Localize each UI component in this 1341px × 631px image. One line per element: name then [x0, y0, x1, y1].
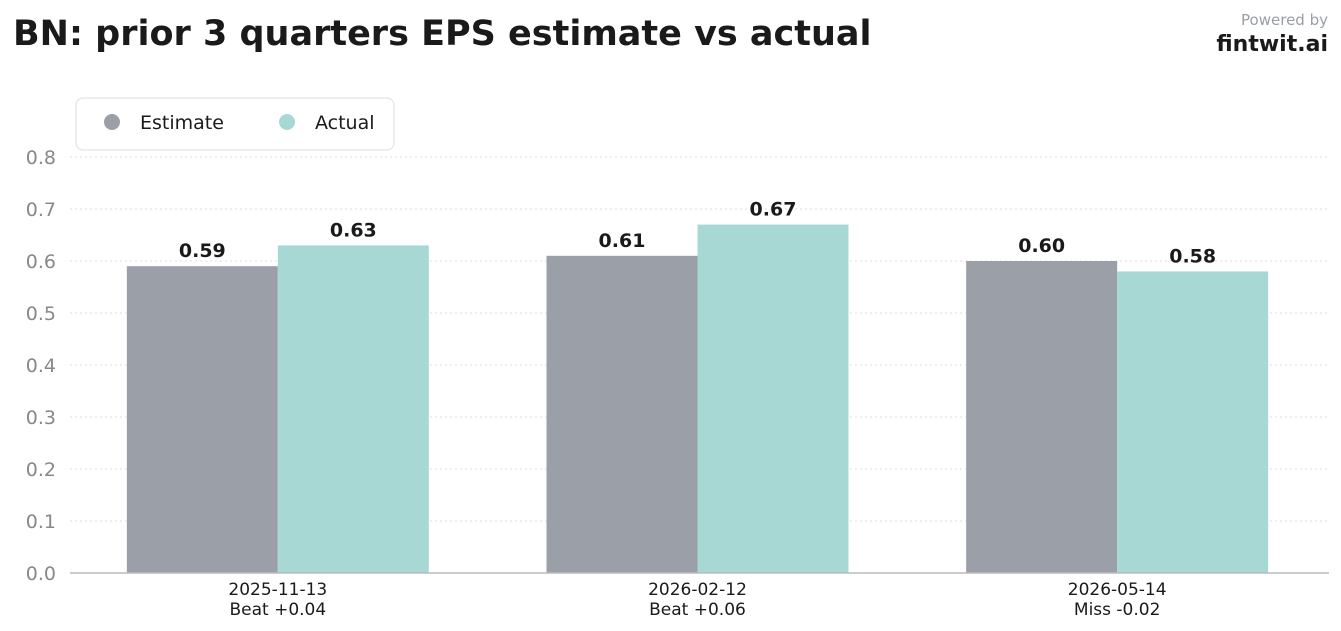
chart-title: BN: prior 3 quarters EPS estimate vs act…: [13, 14, 872, 54]
y-tick-label: 0.4: [26, 355, 56, 377]
x-tick-date: 2026-02-12: [648, 580, 747, 600]
estimate-value-label: 0.60: [1018, 235, 1065, 257]
bars: [126, 224, 1269, 574]
estimate-bar-2026-05-14: [966, 261, 1118, 573]
bar-value-labels: 0.59 0.63 0.61 0.67 0.60 0.58: [179, 199, 1216, 268]
y-tick-label: 0.6: [26, 251, 56, 273]
estimate-bar-2025-11-13: [126, 266, 278, 573]
legend-estimate-marker: [104, 114, 120, 130]
estimate-bar-2026-02-12: [546, 255, 698, 574]
x-tick-result: Beat +0.04: [229, 600, 326, 620]
legend-estimate-label: Estimate: [140, 112, 224, 134]
y-tick-label: 0.8: [26, 147, 56, 169]
actual-bar-2026-02-12: [697, 224, 849, 573]
actual-value-label: 0.63: [330, 219, 377, 241]
legend: Estimate Actual: [75, 97, 395, 151]
actual-value-label: 0.58: [1169, 245, 1216, 267]
y-tick-label: 0.5: [26, 303, 56, 325]
estimate-value-label: 0.61: [599, 230, 646, 252]
y-tick-label: 0.1: [26, 511, 56, 533]
estimate-value-label: 0.59: [179, 240, 226, 262]
actual-bar-2025-11-13: [277, 245, 429, 573]
x-tick-date: 2025-11-13: [228, 580, 327, 600]
x-tick-result: Miss -0.02: [1074, 600, 1161, 620]
y-tick-label: 0.3: [26, 407, 56, 429]
actual-bar-2026-05-14: [1117, 271, 1269, 573]
powered-by-label: Powered by: [1241, 11, 1328, 29]
x-tick-result: Beat +0.06: [649, 600, 746, 620]
legend-box: [75, 97, 395, 151]
brand-logo-text: fintwit.ai: [1216, 32, 1328, 57]
y-tick-label: 0.0: [26, 563, 56, 585]
legend-actual-marker: [279, 114, 295, 130]
actual-value-label: 0.67: [750, 199, 797, 221]
y-axis-ticks: 0.0 0.1 0.2 0.3 0.4 0.5 0.6 0.7 0.8: [26, 147, 56, 585]
y-tick-label: 0.2: [26, 459, 56, 481]
x-tick-date: 2026-05-14: [1068, 580, 1167, 600]
y-tick-label: 0.7: [26, 199, 56, 221]
legend-actual-label: Actual: [315, 112, 375, 134]
